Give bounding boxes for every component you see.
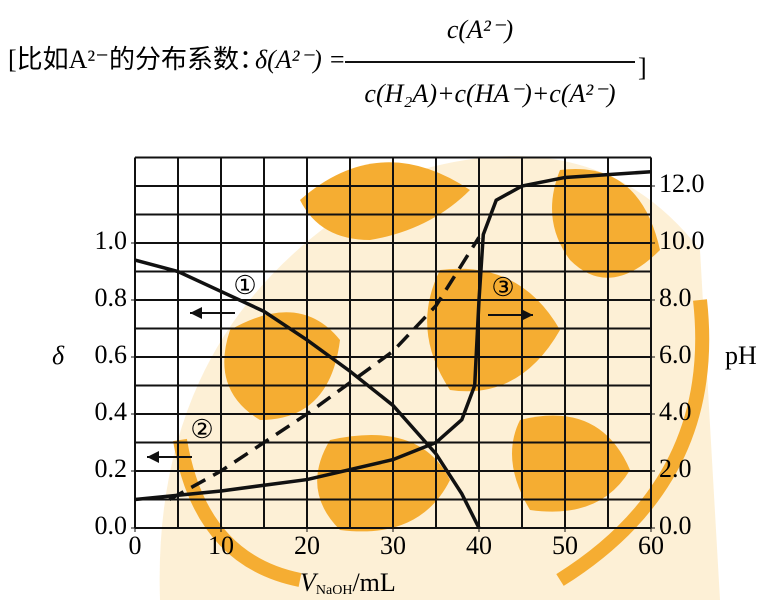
x-tick-label: 0 [129,531,142,560]
y2-tick-label: 12.0 [659,169,705,198]
chart: [比如A²⁻的分布系数： δ(A²⁻) = c(A²⁻) c(H₂A)+c(HA… [0,0,769,600]
y-axis-label: δ [52,341,65,370]
y-tick-label: 0.0 [95,511,128,540]
y2-tick-label: 8.0 [659,283,692,312]
y2-tick-label: 4.0 [659,397,692,426]
x-label-unit: /mL [352,568,395,597]
y-tick-label: 1.0 [95,226,128,255]
x-tick-label: 40 [466,531,492,560]
formula-numerator: c(A²⁻) [447,15,513,44]
formula-lhs: δ(A²⁻) = [255,45,346,74]
y2-tick-label: 0.0 [659,511,692,540]
y-tick-label: 0.8 [95,283,128,312]
x-tick-label: 30 [380,531,406,560]
x-tick-label: 50 [552,531,578,560]
x-label-sub: NaOH [316,583,353,598]
axis-arrow-head [147,451,159,463]
x-tick-label: 10 [208,531,234,560]
axis-arrow-head [190,307,202,319]
y2-tick-label: 10.0 [659,226,705,255]
y-tick-label: 0.2 [95,454,128,483]
y2-axis-label: pH [725,341,757,370]
watermark [160,156,720,600]
y2-tick-label: 2.0 [659,454,692,483]
formula-denominator: c(H₂A)+c(HA⁻)+c(A²⁻) [364,79,615,108]
y-tick-label: 0.4 [95,397,128,426]
formula-lead: [比如A²⁻的分布系数： [8,45,265,74]
formula-close: ] [638,53,647,82]
y2-tick-label: 6.0 [659,340,692,369]
series-label: ③ [491,273,514,302]
series-label: ① [233,271,256,300]
series-label: ② [190,415,213,444]
x-tick-label: 20 [294,531,320,560]
y-tick-label: 0.6 [95,340,128,369]
